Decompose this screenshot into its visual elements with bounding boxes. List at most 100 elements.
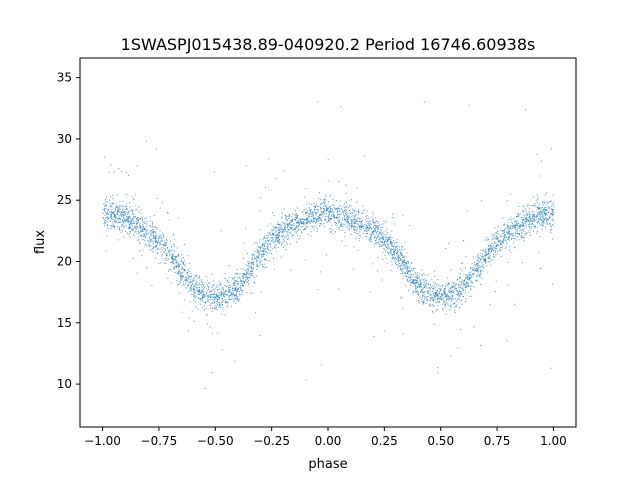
data-point — [252, 259, 254, 261]
data-point — [200, 298, 201, 299]
data-point — [431, 293, 433, 295]
data-point — [419, 282, 421, 284]
data-point — [513, 225, 515, 227]
data-point — [445, 283, 447, 285]
data-point — [353, 210, 355, 212]
data-point — [124, 230, 126, 232]
data-point — [457, 347, 459, 349]
data-point — [350, 205, 352, 206]
data-point — [323, 209, 325, 211]
data-point — [323, 201, 325, 202]
data-point — [553, 206, 555, 208]
data-point — [480, 249, 482, 251]
data-point — [388, 247, 390, 249]
data-point — [149, 216, 151, 218]
data-point — [452, 291, 454, 293]
data-point — [510, 238, 512, 240]
data-point — [509, 228, 511, 230]
data-point — [534, 203, 536, 204]
data-point — [117, 222, 119, 224]
data-point — [264, 247, 266, 249]
data-point — [189, 275, 191, 277]
data-point — [382, 235, 384, 237]
data-point — [263, 244, 265, 246]
data-point — [131, 210, 133, 212]
data-point — [259, 253, 261, 255]
data-point — [542, 217, 544, 219]
data-point — [236, 298, 238, 300]
data-point — [126, 220, 128, 221]
data-point — [473, 286, 475, 288]
data-point — [552, 211, 554, 213]
data-point — [327, 209, 328, 211]
data-point — [178, 269, 180, 271]
data-point — [178, 254, 179, 256]
data-point — [444, 285, 446, 287]
data-point — [114, 213, 115, 215]
data-point — [264, 237, 266, 239]
data-point — [130, 222, 131, 224]
data-point — [543, 211, 545, 213]
data-point — [206, 284, 208, 286]
data-point — [516, 224, 518, 226]
data-point — [405, 263, 407, 265]
data-point — [297, 219, 299, 221]
data-point — [416, 300, 418, 302]
data-point — [437, 372, 439, 374]
data-point — [193, 289, 195, 291]
data-point — [506, 340, 508, 342]
data-point — [342, 209, 344, 211]
data-point — [277, 224, 279, 226]
data-point — [235, 284, 237, 286]
data-point — [267, 245, 269, 247]
data-point — [490, 245, 492, 247]
data-point — [477, 254, 479, 256]
data-point — [327, 207, 328, 209]
data-point — [308, 213, 310, 215]
data-point — [402, 333, 404, 335]
data-point — [473, 262, 475, 263]
data-point — [512, 233, 514, 235]
data-point — [495, 254, 497, 256]
data-point — [226, 293, 228, 295]
data-point — [189, 262, 191, 264]
data-point — [265, 251, 267, 253]
data-point — [141, 216, 143, 218]
data-point — [268, 158, 270, 160]
data-point — [290, 243, 291, 245]
data-point — [507, 227, 509, 229]
data-point — [414, 267, 416, 269]
data-point — [108, 217, 110, 219]
data-point — [335, 217, 337, 219]
data-point — [497, 237, 498, 239]
data-point — [346, 216, 347, 218]
data-point — [283, 240, 285, 242]
data-point — [235, 303, 237, 305]
data-point — [546, 201, 548, 203]
data-point — [296, 217, 298, 219]
data-point — [471, 285, 473, 287]
data-point — [432, 303, 434, 305]
data-point — [511, 221, 513, 223]
data-point — [166, 258, 168, 260]
data-point — [411, 274, 413, 276]
data-point — [476, 270, 478, 272]
data-point — [494, 233, 496, 235]
data-point — [228, 287, 230, 288]
data-point — [166, 254, 168, 256]
data-point — [549, 216, 551, 218]
data-point — [542, 201, 544, 203]
data-point — [328, 210, 329, 212]
data-point — [379, 231, 381, 233]
data-point — [535, 226, 537, 228]
data-point — [385, 237, 387, 239]
data-point — [437, 299, 439, 300]
data-point — [121, 225, 122, 227]
data-point — [132, 258, 134, 259]
data-point — [345, 209, 347, 211]
data-point — [519, 224, 521, 226]
data-point — [189, 301, 191, 303]
data-point — [251, 272, 253, 274]
data-point — [439, 291, 441, 292]
